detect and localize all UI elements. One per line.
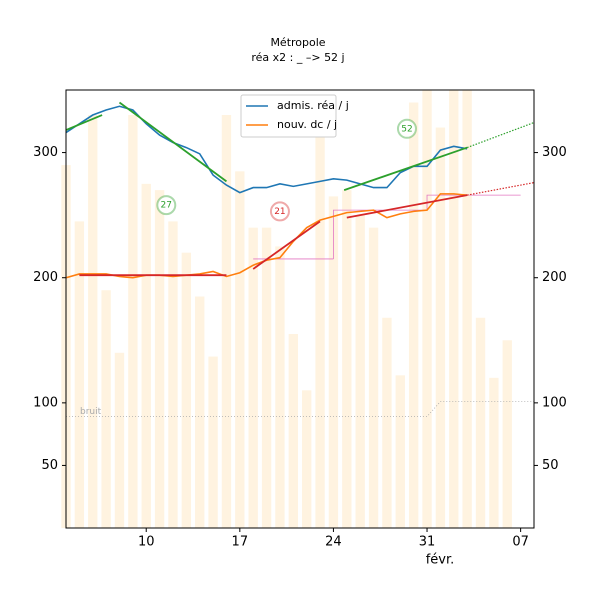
step <box>333 209 428 259</box>
legend-label: admis. réa / j <box>277 99 349 112</box>
bar <box>181 252 192 528</box>
noise-line <box>66 401 534 418</box>
trend-line <box>466 121 535 149</box>
bar <box>328 196 339 528</box>
trend-line <box>343 146 468 191</box>
y2-tick-label: 100 <box>542 395 567 410</box>
bar <box>368 227 379 528</box>
bar <box>315 102 325 528</box>
bar <box>462 90 472 528</box>
trend-line <box>467 182 535 196</box>
legend-label: nouv. dc / j <box>277 118 337 131</box>
bar <box>449 90 459 528</box>
y-tick-label: 100 <box>33 395 58 410</box>
bar <box>302 390 312 528</box>
annotation-bubble <box>396 118 417 139</box>
bar <box>261 227 272 528</box>
bar <box>395 375 405 528</box>
annotation-bubble <box>269 201 290 222</box>
annotation-label: 52 <box>401 124 412 134</box>
y-tick-label: 200 <box>33 270 58 285</box>
x-tick-label: 10 <box>138 535 155 550</box>
y2-tick-label: 200 <box>542 270 567 285</box>
bar <box>128 115 138 529</box>
bar <box>355 215 365 528</box>
y2-tick-label: 50 <box>542 458 559 473</box>
chart-title: Métropole <box>270 36 325 49</box>
bar <box>88 115 98 529</box>
bar <box>168 221 178 528</box>
bar <box>435 127 446 529</box>
x-month-label: févr. <box>426 553 455 568</box>
trend-line <box>346 194 468 219</box>
y2-tick-label: 300 <box>542 145 567 160</box>
x-tick-label: 07 <box>512 535 529 550</box>
bar <box>74 221 85 528</box>
step <box>426 194 521 211</box>
trend-line <box>118 101 227 183</box>
noise-label: bruit <box>80 407 102 417</box>
y-tick-label: 50 <box>41 458 58 473</box>
bar <box>422 90 432 528</box>
bar <box>475 317 486 528</box>
plot-frame <box>65 89 535 529</box>
bar <box>221 115 232 529</box>
x-tick-label: 17 <box>232 535 249 550</box>
bar <box>408 102 419 528</box>
series-line <box>65 105 468 194</box>
x-tick-label: 31 <box>419 535 436 550</box>
bar <box>141 183 151 528</box>
annotation-bubble <box>156 195 177 216</box>
trend-line <box>252 220 321 270</box>
annotation-label: 27 <box>161 201 172 211</box>
bar <box>235 171 245 529</box>
bar <box>489 377 499 528</box>
bar <box>195 296 205 528</box>
bar <box>101 290 111 528</box>
annotation-label: 21 <box>274 207 285 217</box>
bar <box>382 317 392 528</box>
y-tick-label: 300 <box>33 145 58 160</box>
bar <box>502 340 512 528</box>
bar <box>208 356 218 528</box>
bar <box>154 190 165 528</box>
bar <box>288 334 298 528</box>
bar <box>248 227 258 528</box>
chart-subtitle: réa x2 : _ –> 52 j <box>251 51 344 64</box>
bar <box>342 190 352 528</box>
trend-line <box>65 114 103 131</box>
bar <box>114 352 125 528</box>
bar <box>275 246 285 528</box>
x-tick-label: 24 <box>325 535 342 550</box>
